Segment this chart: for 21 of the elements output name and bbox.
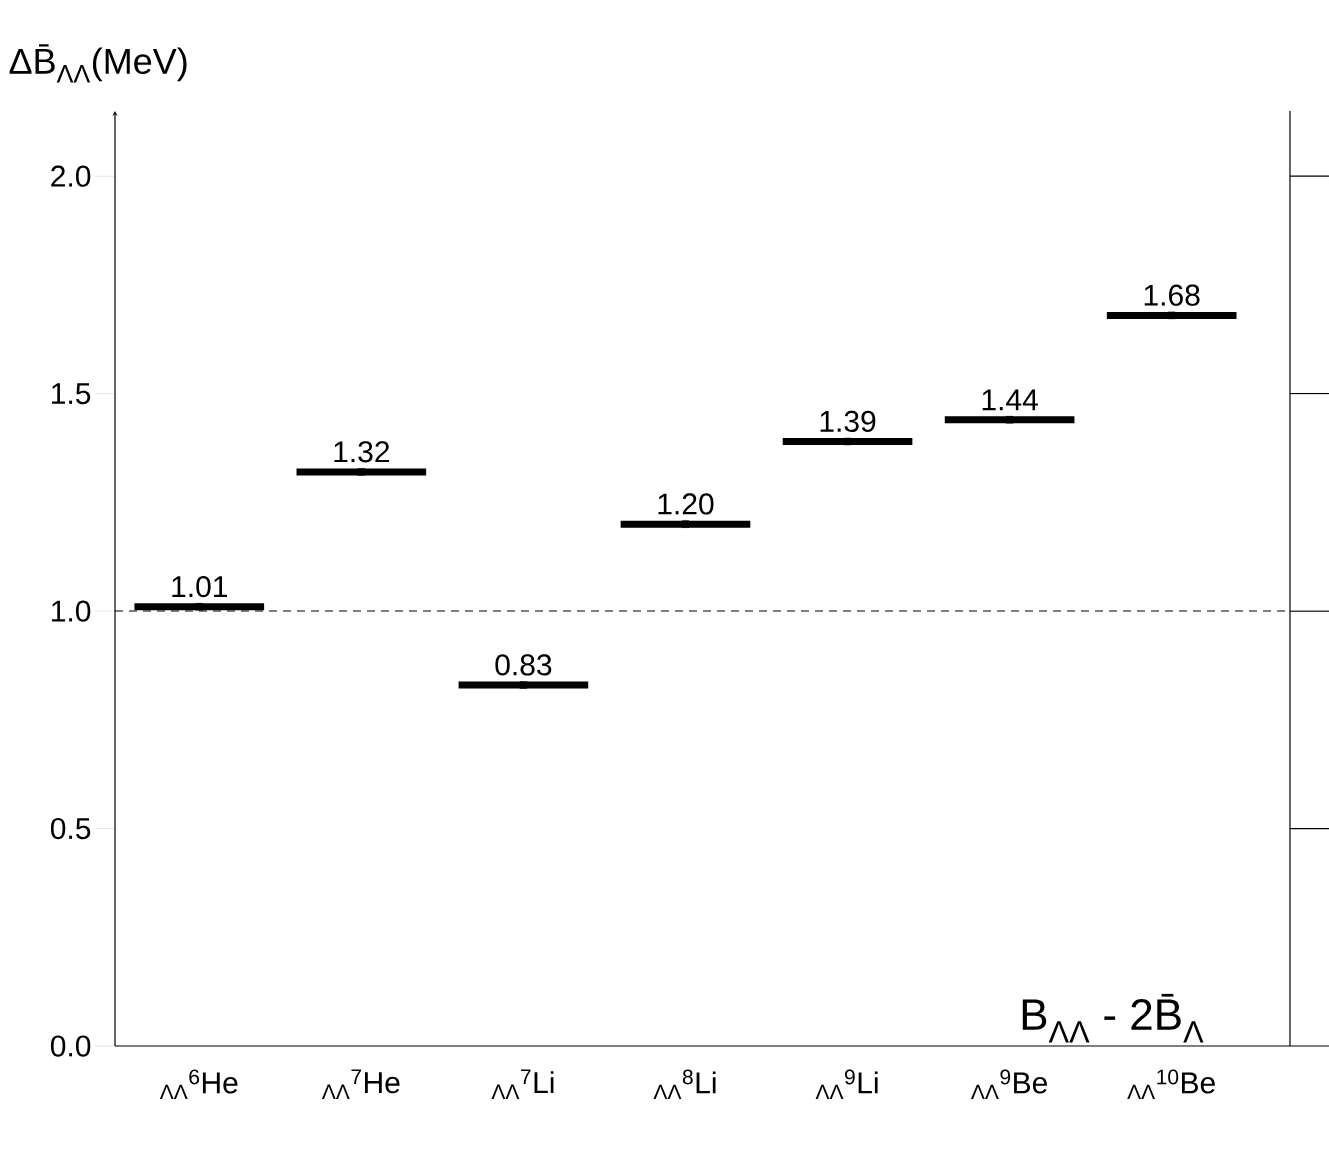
x-tick-label: ΛΛ$^{9}$Li [815,1069,878,1100]
data-label: 1.20 [658,493,714,515]
data-label: 0.83 [495,654,552,676]
y-tick-label: 2.0 [51,165,91,187]
x-tick-label: ΛΛ$^{8}$Li [653,1069,716,1100]
x-tick-label: ΛΛ$^{7}$Li [491,1069,554,1099]
x-tick-label: ΛΛ$^{9}$Be [971,1069,1047,1100]
x-tick-label: ΛΛ$^{7}$He [321,1069,400,1099]
y-tick-label: 0.5 [50,817,91,840]
data-label: 1.32 [334,441,390,463]
y-axis-title: ΔB̄$_{ΛΛ}$(MeV) [9,44,187,83]
data-label: 1.01 [172,575,228,598]
y-tick-label: 1.0 [52,600,91,622]
x-tick-label: ΛΛ$^{6}$He [159,1069,238,1100]
y-tick-label: 1.5 [52,383,91,405]
annotation: B$_{ΛΛ}$ - 2B̄$_{Λ}$ [1022,993,1204,1043]
data-label: 1.44 [982,389,1038,411]
data-label: 1.68 [1144,284,1200,306]
x-tick-label: ΛΛ$^{10}$Be [1127,1069,1215,1100]
y-tick-label: 0.0 [50,1035,91,1057]
data-label: 1.39 [820,410,876,432]
